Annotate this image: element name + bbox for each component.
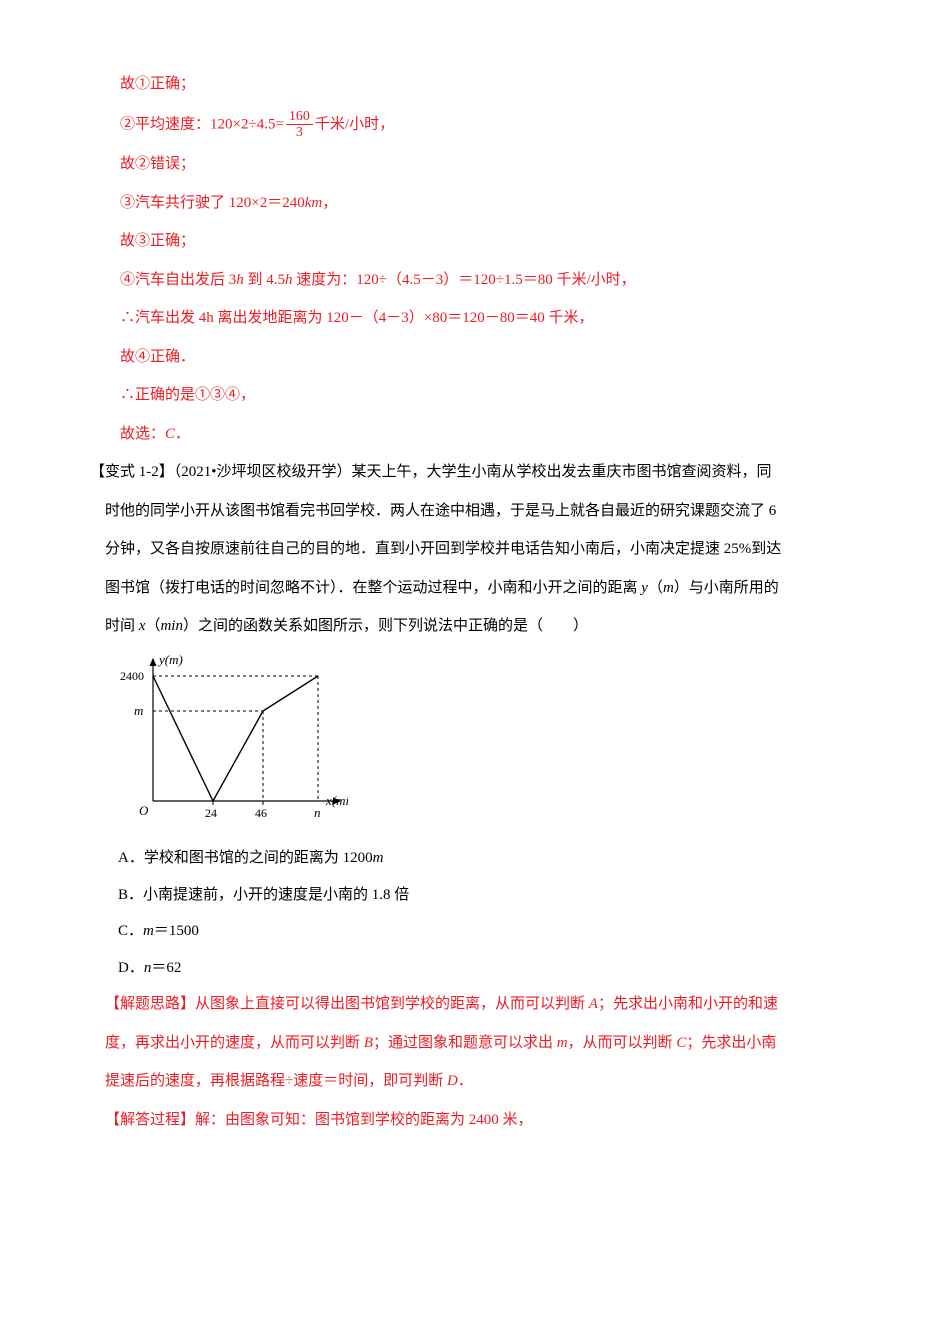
problem-line-5: 时间 x（min）之间的函数关系如图所示，则下列说法中正确的是（ ） (90, 612, 860, 641)
solution-line-4: ③汽车共行驶了 120×2＝240km， (120, 189, 860, 218)
svg-text:x(min): x(min) (325, 793, 348, 808)
svg-text:y(m): y(m) (157, 652, 183, 667)
optC-a: C． (118, 923, 143, 939)
explain-line-4: 【解答过程】解：由图象可知：图书馆到学校的距离为 2400 米， (105, 1106, 860, 1135)
fraction: 1603 (286, 109, 313, 141)
p4-c: ）与小南所用的 (674, 580, 779, 596)
solution-line-1: 故①正确； (120, 70, 860, 99)
problem-line-1: 【变式 1-2】（2021•沙坪坝区校级开学）某天上午，大学生小南从学校出发去重… (90, 458, 860, 487)
sol6-h2: h (285, 272, 293, 288)
e3-b: D (447, 1073, 458, 1089)
explain-tag2: 【解答过程】 (105, 1112, 195, 1128)
svg-text:24: 24 (205, 806, 217, 820)
option-a: A．学校和图书馆的之间的距离为 1200m (118, 844, 860, 873)
svg-text:46: 46 (255, 806, 267, 820)
p4-a: 图书馆（拨打电话的时间忽略不计）．在整个运动过程中，小南和小开之间的距离 (105, 580, 641, 596)
explain-line-3: 提速后的速度，再根据路程÷速度＝时间，即可判断 D． (105, 1067, 860, 1096)
e1-a: 从图象上直接可以得出图书馆到学校的距离，从而可以判断 (195, 996, 589, 1012)
e2-d: m (557, 1035, 568, 1051)
sol2-prefix: ②平均速度：120×2÷4.5= (120, 116, 284, 132)
chart-svg: y(m) 2400 m O 24 46 n x(min) (118, 651, 348, 826)
e2-b: B (364, 1035, 373, 1051)
distance-time-chart: y(m) 2400 m O 24 46 n x(min) (118, 651, 860, 837)
p4-m: m (663, 580, 674, 596)
frac-num: 160 (286, 109, 313, 125)
solution-line-3: 故②错误； (120, 150, 860, 179)
p5-min: min (160, 618, 183, 634)
e1-c: ；先求出小南和小开的和速 (598, 996, 778, 1012)
e2-e: ，从而可以判断 (568, 1035, 677, 1051)
svg-text:n: n (314, 805, 321, 820)
solution-line-9: ∴正确的是①③④， (120, 381, 860, 410)
sol4-km: km (305, 195, 323, 211)
optA-b: m (373, 850, 384, 866)
option-b: B．小南提速前，小开的速度是小南的 1.8 倍 (118, 881, 860, 910)
svg-text:m: m (134, 703, 143, 718)
s1: 解：由图象可知：图书馆到学校的距离为 2400 米， (195, 1112, 533, 1128)
e3-c: ． (458, 1073, 473, 1089)
e2-c: ；通过图象和题意可以求出 (373, 1035, 557, 1051)
sol6-h1: h (236, 272, 244, 288)
solution-line-5: 故③正确； (120, 227, 860, 256)
problem-line-4: 图书馆（拨打电话的时间忽略不计）．在整个运动过程中，小南和小开之间的距离 y（m… (90, 574, 860, 603)
sol2-suffix: 千米/小时， (315, 116, 394, 132)
optD-c: ＝62 (151, 960, 181, 976)
e2-f: C (676, 1035, 686, 1051)
e3-a: 提速后的速度，再根据路程÷速度＝时间，即可判断 (105, 1073, 447, 1089)
svg-text:O: O (139, 803, 149, 818)
solution-line-2: ②平均速度：120×2÷4.5=1603千米/小时， (120, 109, 860, 141)
sol10-c: ． (175, 426, 190, 442)
optC-b: m (143, 923, 154, 939)
solution-line-8: 故④正确． (120, 343, 860, 372)
e2-a: 度，再求出小开的速度，从而可以判断 (105, 1035, 364, 1051)
option-d: D．n＝62 (118, 954, 860, 983)
sol6-a: ④汽车自出发后 3 (120, 272, 236, 288)
sol6-e: 速度为：120÷（4.5－3）＝120÷1.5＝80 千米/小时， (293, 272, 636, 288)
solution-line-6: ④汽车自出发后 3h 到 4.5h 速度为：120÷（4.5－3）＝120÷1.… (120, 266, 860, 295)
p4-b: （ (648, 580, 663, 596)
p5-a: 时间 (105, 618, 139, 634)
explain-line-1: 【解题思路】从图象上直接可以得出图书馆到学校的距离，从而可以判断 A；先求出小南… (105, 990, 860, 1019)
sol4-a: ③汽车共行驶了 120×2＝240 (120, 195, 305, 211)
svg-text:2400: 2400 (120, 669, 144, 683)
p5-c: ）之间的函数关系如图所示，则下列说法中正确的是（ ） (183, 618, 588, 634)
problem-line-3: 分钟，又各自按原速前往自己的目的地．直到小开回到学校并电话告知小南后，小南决定提… (90, 535, 860, 564)
solution-line-7: ∴汽车出发 4h 离出发地距离为 120－（4－3）×80＝120－80＝40 … (120, 304, 860, 333)
sol4-c: ， (322, 195, 337, 211)
explain-tag1: 【解题思路】 (105, 996, 195, 1012)
problem-source: （2021•沙坪坝区校级开学） (174, 464, 352, 480)
p4-y: y (641, 580, 648, 596)
e2-g: ；先求出小南 (686, 1035, 776, 1051)
p5-b: （ (145, 618, 160, 634)
option-c: C．m＝1500 (118, 917, 860, 946)
problem-line-2: 时他的同学小开从该图书馆看完书回学校．两人在途中相遇，于是马上就各自最近的研究课… (90, 497, 860, 526)
optD-a: D． (118, 960, 144, 976)
e1-b: A (589, 996, 598, 1012)
problem-tag: 【变式 1-2】 (90, 464, 174, 480)
sol6-c: 到 4.5 (244, 272, 285, 288)
problem-body1: 某天上午，大学生小南从学校出发去重庆市图书馆查阅资料，同 (352, 464, 772, 480)
optA-a: A．学校和图书馆的之间的距离为 1200 (118, 850, 373, 866)
sol10-b: C (165, 426, 175, 442)
explain-line-2: 度，再求出小开的速度，从而可以判断 B；通过图象和题意可以求出 m，从而可以判断… (105, 1029, 860, 1058)
sol10-a: 故选： (120, 426, 165, 442)
optC-c: ＝1500 (154, 923, 199, 939)
solution-line-10: 故选：C． (120, 420, 860, 449)
frac-den: 3 (286, 125, 313, 140)
